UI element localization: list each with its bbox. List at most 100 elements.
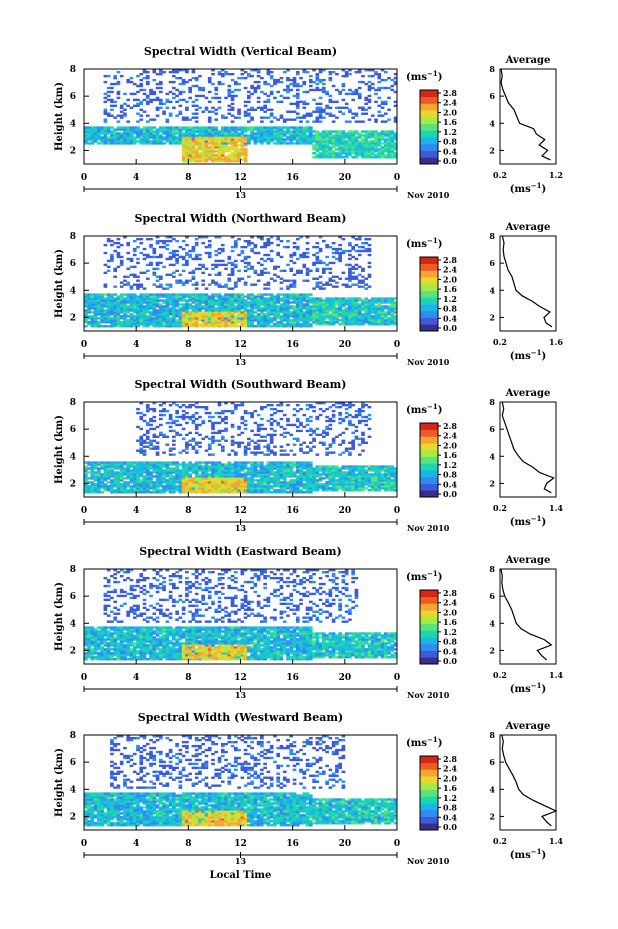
heatmap-cell (201, 86, 206, 90)
heatmap-cell (383, 319, 388, 322)
heatmap-cell (230, 463, 235, 466)
heatmap-cell (181, 483, 186, 486)
heatmap-cell (331, 275, 336, 278)
heatmap-cell (172, 295, 176, 298)
heatmap-cell (315, 138, 320, 141)
heatmap-cell (263, 303, 267, 306)
heatmap-cell (116, 465, 121, 468)
heatmap-cell (185, 445, 189, 448)
heatmap-cell (201, 271, 206, 275)
heatmap-cell (312, 146, 316, 149)
heatmap-cell (172, 321, 176, 324)
heatmap-cell (149, 463, 153, 466)
heatmap-cell (100, 483, 104, 486)
heatmap-cell (243, 269, 248, 273)
heatmap-cell (139, 102, 144, 106)
heatmap-cell (162, 487, 166, 490)
heatmap-cell (230, 263, 235, 267)
heatmap-cell (299, 325, 303, 328)
heatmap-cell (110, 90, 114, 94)
heatmap-cell (178, 451, 183, 454)
heatmap-cell (204, 126, 209, 129)
heatmap-cell (370, 311, 375, 314)
heatmap-cell (194, 287, 199, 290)
heatmap-cell (175, 409, 179, 413)
heatmap-cell (162, 138, 166, 141)
heatmap-cell (266, 299, 271, 302)
heatmap-cell (227, 158, 232, 161)
heatmap-cell (155, 491, 160, 494)
heatmap-cell (191, 297, 196, 300)
heatmap-cell (322, 82, 326, 86)
heatmap-cell (383, 299, 388, 302)
heatmap-cell (123, 299, 127, 302)
heatmap-cell (237, 483, 241, 486)
heatmap-cell (230, 435, 235, 439)
heatmap-cell (331, 140, 336, 143)
heatmap-cell (106, 98, 111, 102)
heatmap-cell (367, 243, 372, 247)
heatmap-cell (100, 313, 104, 316)
heatmap-cell (152, 402, 157, 405)
heatmap-cell (387, 152, 391, 155)
heatmap-cell (276, 126, 281, 129)
heatmap-cell (220, 471, 225, 474)
heatmap-cell (110, 259, 114, 263)
heatmap-cell (220, 305, 225, 308)
heatmap-cell (168, 136, 173, 139)
heatmap-cell (165, 287, 170, 290)
heatmap-cell (152, 293, 157, 296)
heatmap-cell (302, 106, 307, 109)
heatmap-cell (256, 236, 261, 239)
heatmap-cell (142, 469, 147, 472)
heatmap-cell (325, 142, 329, 145)
heatmap-cell (132, 465, 137, 468)
heatmap-cell (305, 138, 310, 141)
heatmap-cell (322, 69, 326, 72)
heatmap-cell (380, 78, 385, 82)
heatmap-cell (90, 319, 95, 322)
heatmap-cell (266, 130, 271, 133)
heatmap-cell (269, 241, 274, 245)
heatmap-cell (361, 112, 365, 115)
heatmap-cell (370, 303, 375, 306)
heatmap-cell (233, 483, 238, 486)
heatmap-cell (145, 120, 150, 123)
heatmap-cell (240, 402, 245, 405)
heatmap-cell (227, 487, 232, 490)
heatmap-cell (393, 152, 398, 155)
heatmap-cell (155, 489, 160, 492)
heatmap-cell (328, 100, 333, 104)
heatmap-cell (214, 92, 219, 96)
heatmap-cell (207, 323, 212, 326)
heatmap-cell (305, 128, 310, 131)
heatmap-cell (204, 435, 209, 439)
colorbar-tick-label: 2.8 (443, 88, 457, 98)
heatmap-cell (211, 475, 215, 478)
heatmap-cell (185, 236, 189, 239)
heatmap-cell (227, 477, 232, 480)
heatmap-cell (374, 307, 378, 310)
heatmap-cell (260, 307, 264, 310)
heatmap-cell (113, 249, 117, 253)
heatmap-cell (230, 114, 235, 117)
heatmap-cell (237, 301, 241, 304)
heatmap-cell (158, 80, 163, 84)
heatmap-cell (361, 156, 365, 159)
heatmap-cell (162, 132, 166, 135)
heatmap-cell (162, 301, 166, 304)
heatmap-cell (312, 297, 316, 300)
heatmap-cell (110, 301, 114, 304)
heatmap-cell (237, 150, 241, 153)
heatmap-cell (302, 80, 307, 84)
heatmap-cell (181, 317, 186, 320)
heatmap-cell (217, 158, 222, 161)
heatmap-cell (145, 407, 150, 411)
heatmap-cell (253, 295, 258, 298)
heatmap-cell (155, 293, 160, 296)
heatmap-cell (351, 315, 356, 318)
heatmap-cell (279, 277, 284, 280)
heatmap-cell (116, 241, 121, 245)
heatmap-cell (351, 146, 356, 149)
heatmap-cell (308, 323, 313, 326)
